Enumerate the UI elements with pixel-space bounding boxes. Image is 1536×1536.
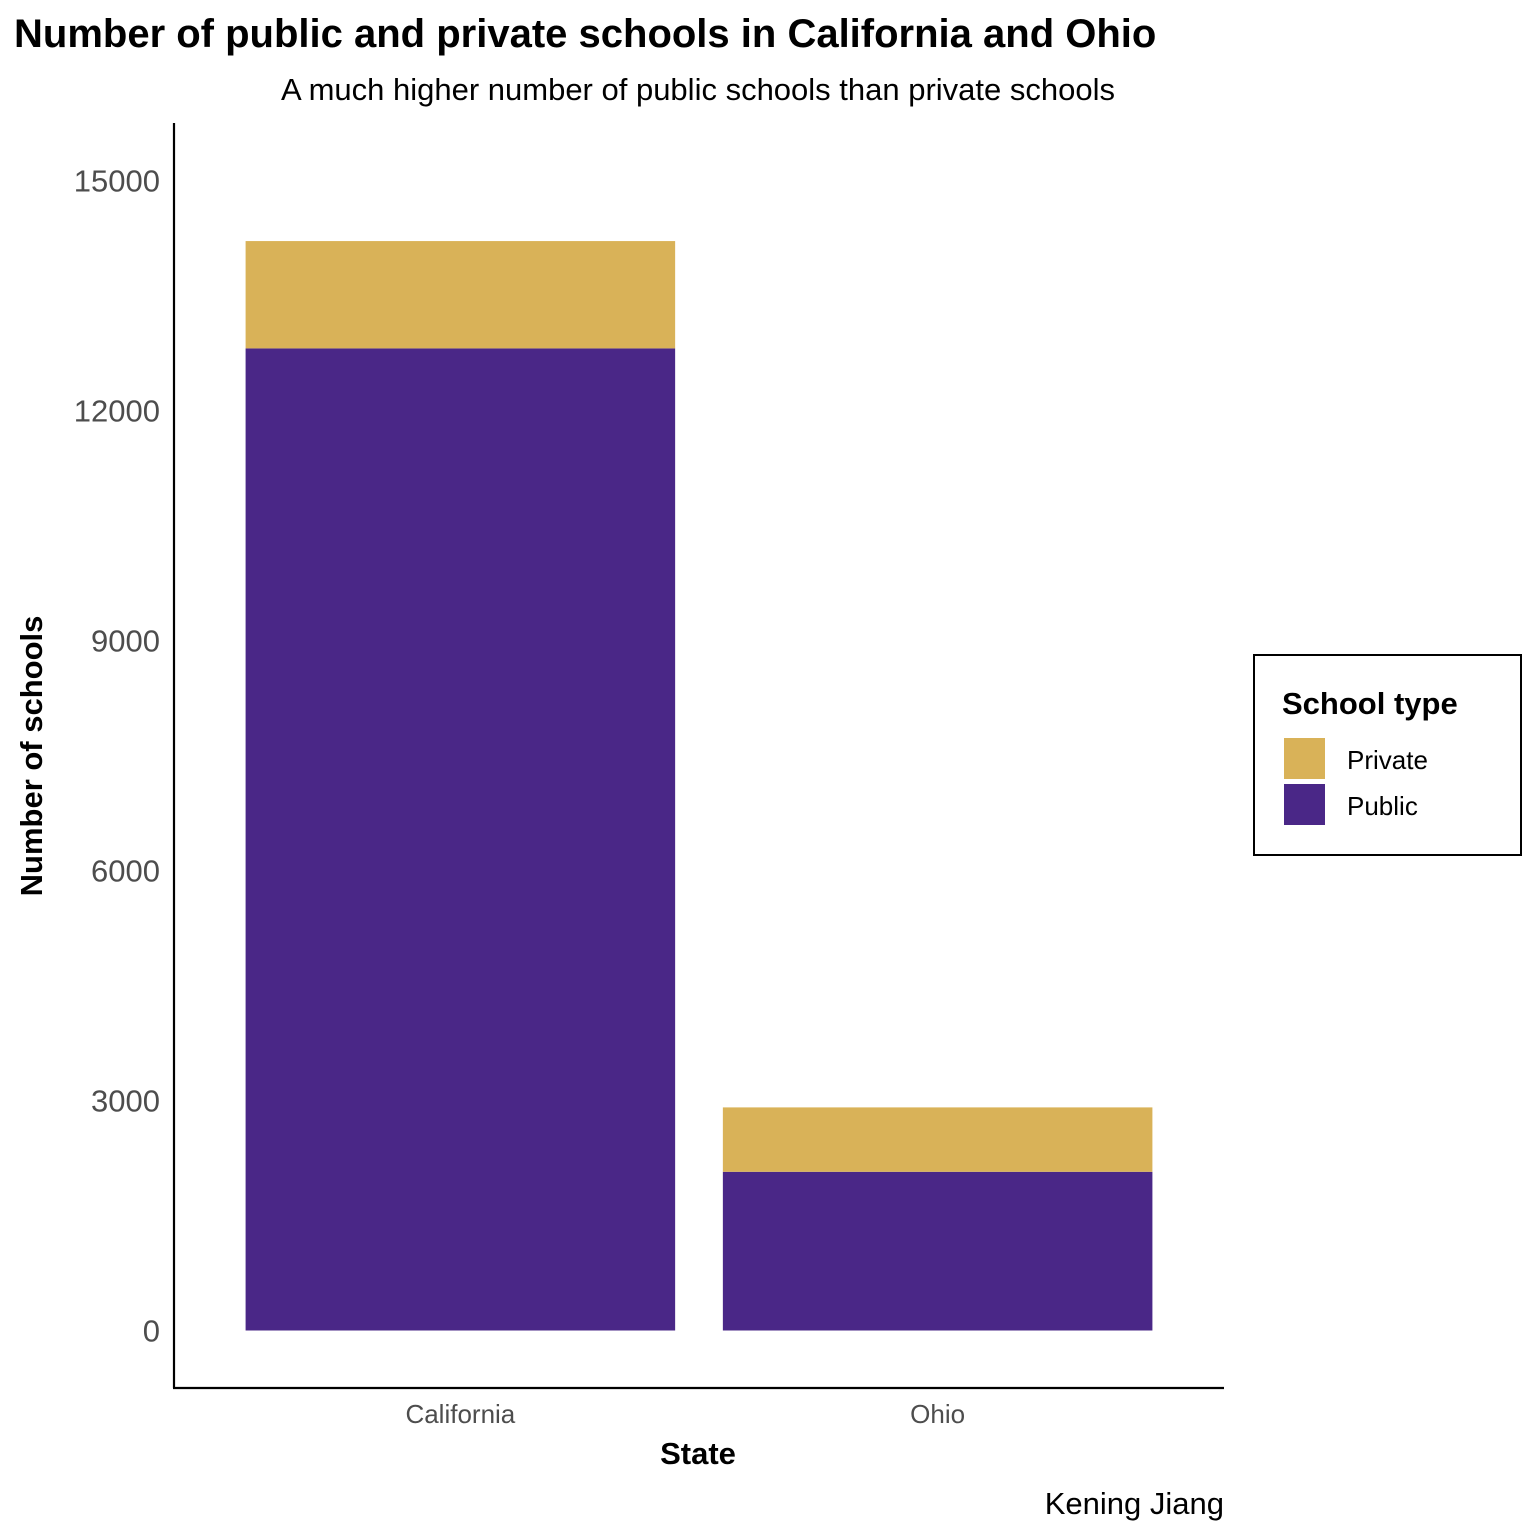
bar-california-public (245, 348, 676, 1331)
x-tick-label: Ohio (910, 1399, 965, 1429)
legend-items: Private Public (1282, 736, 1428, 827)
y-tick-label: 15000 (74, 164, 160, 199)
legend-label-private: Private (1347, 745, 1428, 775)
chart-caption: Kening Jiang (1045, 1486, 1224, 1521)
legend-label-public: Public (1347, 791, 1418, 821)
x-axis-title: State (660, 1436, 736, 1471)
bars (245, 241, 1153, 1331)
chart-subtitle: A much higher number of public schools t… (281, 72, 1115, 107)
y-axis-title: Number of schools (14, 616, 49, 897)
legend-title: School type (1282, 686, 1458, 721)
bar-california-private (245, 241, 676, 349)
y-tick-label: 6000 (91, 854, 160, 889)
y-tick-label: 9000 (91, 624, 160, 659)
bar-ohio-private (722, 1107, 1153, 1172)
y-tick-label: 0 (143, 1314, 160, 1349)
x-tick-label: California (405, 1399, 515, 1429)
legend-swatch-public (1282, 782, 1327, 827)
bar-ohio-public (722, 1171, 1153, 1331)
legend-swatch-private (1282, 736, 1327, 781)
x-axis-ticks: California Ohio (405, 1399, 965, 1429)
y-tick-label: 3000 (91, 1084, 160, 1119)
chart-title: Number of public and private schools in … (14, 12, 1156, 56)
y-tick-label: 12000 (74, 394, 160, 429)
y-axis-ticks: 0 3000 6000 9000 12000 15000 (74, 164, 160, 1349)
legend: School type Private Public (1253, 654, 1522, 856)
